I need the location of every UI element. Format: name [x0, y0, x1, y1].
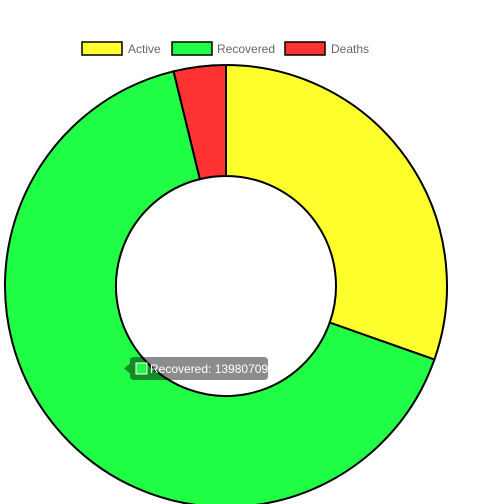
- doughnut-slices: [4, 63, 448, 504]
- legend-item-recovered[interactable]: Recovered: [171, 41, 275, 56]
- tooltip-label: Recovered: 13980709: [150, 362, 268, 376]
- legend-swatch-active: [81, 41, 123, 56]
- legend-label-deaths: Deaths: [331, 42, 369, 56]
- legend-swatch-deaths: [284, 41, 326, 56]
- slice-deaths[interactable]: [172, 63, 227, 181]
- legend-swatch-recovered: [171, 41, 213, 56]
- slice-active[interactable]: [225, 63, 448, 361]
- chart-tooltip: Recovered: 13980709: [124, 357, 268, 380]
- chart-legend: Active Recovered Deaths: [81, 41, 369, 56]
- legend-item-deaths[interactable]: Deaths: [284, 41, 369, 56]
- slice-recovered[interactable]: [4, 70, 436, 504]
- tooltip-swatch: [135, 362, 148, 375]
- tooltip-background: [124, 357, 268, 380]
- legend-item-active[interactable]: Active: [81, 41, 161, 56]
- legend-label-active: Active: [128, 42, 161, 56]
- legend-label-recovered: Recovered: [217, 42, 275, 56]
